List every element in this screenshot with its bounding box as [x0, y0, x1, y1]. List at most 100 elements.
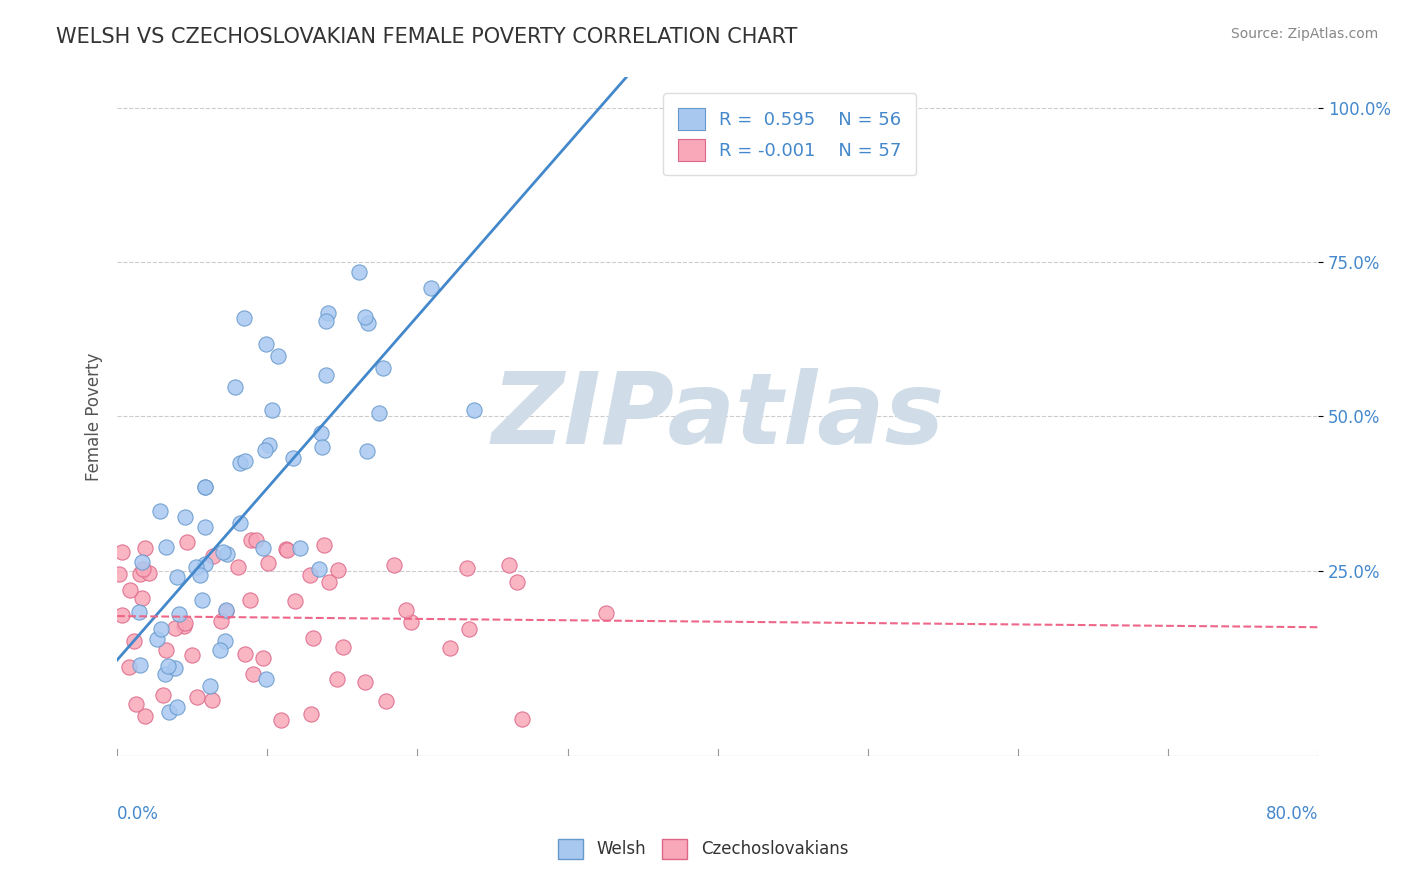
- Point: [194, 480, 217, 494]
- Point: [257, 556, 280, 570]
- Point: [283, 451, 305, 466]
- Text: Source: ZipAtlas.com: Source: ZipAtlas.com: [1230, 27, 1378, 41]
- Point: [215, 604, 238, 618]
- Point: [155, 540, 177, 554]
- Point: [226, 560, 249, 574]
- Point: [128, 605, 150, 619]
- Point: [155, 643, 177, 657]
- Point: [194, 480, 217, 494]
- Point: [214, 633, 236, 648]
- Y-axis label: Female Poverty: Female Poverty: [86, 352, 103, 481]
- Point: [439, 640, 461, 655]
- Point: [152, 688, 174, 702]
- Legend: Welsh, Czechoslovakians: Welsh, Czechoslovakians: [551, 832, 855, 866]
- Point: [284, 593, 307, 607]
- Point: [128, 658, 150, 673]
- Point: [212, 545, 235, 559]
- Point: [374, 694, 396, 708]
- Point: [326, 672, 349, 686]
- Point: [108, 567, 131, 582]
- Point: [233, 311, 256, 326]
- Point: [252, 541, 274, 555]
- Legend: R =  0.595    N = 56, R = -0.001    N = 57: R = 0.595 N = 56, R = -0.001 N = 57: [664, 94, 917, 175]
- Point: [209, 614, 232, 628]
- Point: [315, 314, 337, 328]
- Point: [134, 541, 156, 556]
- Point: [111, 607, 134, 622]
- Point: [347, 265, 370, 279]
- Point: [299, 707, 322, 722]
- Point: [252, 651, 274, 665]
- Point: [131, 562, 153, 576]
- Point: [201, 549, 224, 564]
- Point: [166, 570, 188, 584]
- Point: [165, 660, 187, 674]
- Point: [150, 622, 173, 636]
- Point: [318, 575, 340, 590]
- Point: [311, 440, 333, 454]
- Point: [309, 426, 332, 441]
- Text: 80.0%: 80.0%: [1265, 805, 1319, 822]
- Point: [194, 557, 217, 571]
- Point: [357, 316, 380, 330]
- Point: [118, 583, 141, 598]
- Point: [312, 538, 335, 552]
- Point: [498, 558, 520, 572]
- Point: [302, 631, 325, 645]
- Point: [506, 574, 529, 589]
- Point: [253, 442, 276, 457]
- Point: [356, 444, 378, 458]
- Point: [353, 675, 375, 690]
- Point: [174, 615, 197, 630]
- Point: [201, 693, 224, 707]
- Point: [368, 406, 391, 420]
- Point: [512, 712, 534, 726]
- Point: [217, 548, 239, 562]
- Point: [229, 516, 252, 530]
- Point: [290, 541, 312, 556]
- Point: [125, 697, 148, 711]
- Point: [169, 607, 191, 622]
- Point: [299, 567, 322, 582]
- Point: [395, 603, 418, 617]
- Point: [373, 361, 395, 376]
- Point: [229, 456, 252, 470]
- Point: [117, 660, 139, 674]
- Point: [180, 648, 202, 662]
- Point: [274, 542, 297, 557]
- Point: [122, 634, 145, 648]
- Point: [260, 403, 283, 417]
- Point: [129, 567, 152, 582]
- Point: [131, 555, 153, 569]
- Point: [153, 666, 176, 681]
- Point: [463, 403, 485, 417]
- Point: [328, 563, 350, 577]
- Point: [194, 520, 217, 534]
- Point: [224, 380, 246, 394]
- Point: [354, 310, 377, 325]
- Point: [138, 566, 160, 580]
- Point: [186, 690, 208, 704]
- Point: [111, 545, 134, 559]
- Point: [198, 679, 221, 693]
- Point: [131, 591, 153, 605]
- Point: [318, 306, 340, 320]
- Point: [191, 592, 214, 607]
- Point: [382, 558, 405, 572]
- Point: [149, 504, 172, 518]
- Point: [215, 603, 238, 617]
- Point: [166, 700, 188, 714]
- Point: [233, 647, 256, 661]
- Point: [233, 454, 256, 468]
- Point: [267, 349, 290, 363]
- Point: [209, 642, 232, 657]
- Point: [270, 713, 292, 727]
- Text: WELSH VS CZECHOSLOVAKIAN FEMALE POVERTY CORRELATION CHART: WELSH VS CZECHOSLOVAKIAN FEMALE POVERTY …: [56, 27, 797, 46]
- Point: [176, 535, 198, 549]
- Point: [315, 368, 337, 382]
- Point: [245, 533, 267, 548]
- Point: [190, 568, 212, 582]
- Point: [332, 640, 354, 655]
- Point: [240, 533, 263, 547]
- Point: [163, 622, 186, 636]
